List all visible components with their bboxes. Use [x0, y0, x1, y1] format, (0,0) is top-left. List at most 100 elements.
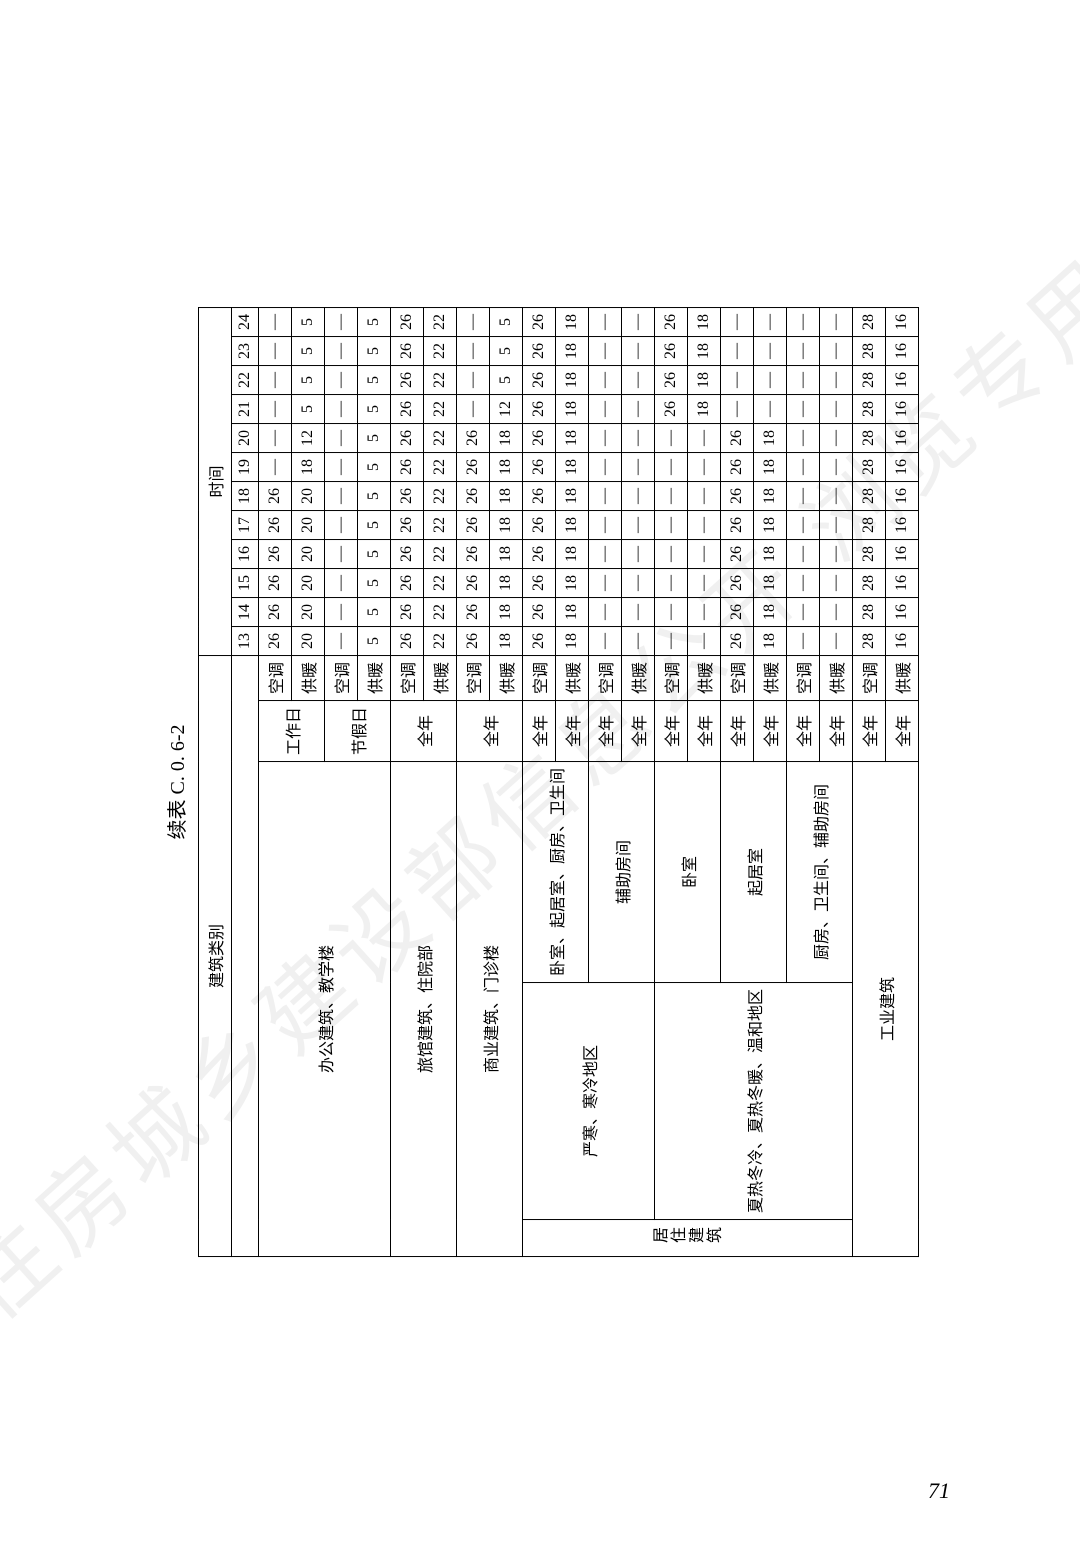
table-row: 居住建筑 严寒、寒冷地区 卧室、起居室、厨房、卫生间 全年 空调 2626262… [523, 307, 556, 1256]
data-cell: — [787, 307, 820, 336]
mode-heat: 供暖 [556, 655, 589, 700]
schedule-allyear: 全年 [391, 700, 457, 761]
data-cell: 5 [358, 539, 391, 568]
data-cell: — [589, 626, 622, 655]
header-row-1: 建筑类别 时间 [199, 307, 232, 1256]
data-cell: 18 [490, 568, 523, 597]
mode-ac: 空调 [391, 655, 424, 700]
data-cell: 5 [490, 336, 523, 365]
data-cell: 26 [523, 394, 556, 423]
data-cell: 5 [490, 365, 523, 394]
data-cell: — [325, 394, 358, 423]
data-cell: 18 [754, 423, 787, 452]
mode-ac: 空调 [523, 655, 556, 700]
data-cell: 5 [292, 365, 325, 394]
data-cell: 26 [523, 597, 556, 626]
data-cell: — [457, 365, 490, 394]
data-cell: 26 [523, 307, 556, 336]
data-cell: 26 [523, 481, 556, 510]
data-cell: 26 [457, 510, 490, 539]
data-cell: — [820, 568, 853, 597]
mode-ac: 空调 [721, 655, 754, 700]
schedule-allyear: 全年 [721, 700, 754, 761]
data-cell: — [655, 539, 688, 568]
data-cell: — [820, 307, 853, 336]
schedule-allyear: 全年 [523, 700, 556, 761]
data-cell: 18 [754, 510, 787, 539]
data-cell: — [259, 423, 292, 452]
data-cell: 28 [853, 539, 886, 568]
data-cell: 26 [391, 510, 424, 539]
data-cell: — [787, 568, 820, 597]
data-cell: — [655, 510, 688, 539]
data-cell: — [622, 423, 655, 452]
schedule-workday: 工作日 [259, 700, 325, 761]
data-cell: 28 [853, 568, 886, 597]
data-cell: — [325, 452, 358, 481]
data-cell: — [787, 539, 820, 568]
data-cell: — [589, 423, 622, 452]
data-cell: — [259, 394, 292, 423]
group-commercial: 商业建筑、门诊楼 [457, 762, 523, 1257]
data-cell: 26 [523, 365, 556, 394]
table-row: 工业建筑 全年 空调 282828282828282828282828 [853, 307, 886, 1256]
hour-col: 14 [232, 597, 259, 626]
data-cell: 18 [556, 452, 589, 481]
data-cell: 5 [292, 307, 325, 336]
data-cell: 26 [391, 568, 424, 597]
header-row-2: 13 14 15 16 17 18 19 20 21 22 23 24 [232, 307, 259, 1256]
data-cell: 18 [490, 423, 523, 452]
schedule-allyear: 全年 [754, 700, 787, 761]
data-cell: 18 [490, 626, 523, 655]
page-number: 71 [928, 1478, 950, 1504]
data-cell: — [259, 452, 292, 481]
data-cell: 26 [523, 510, 556, 539]
data-cell: 26 [457, 539, 490, 568]
hour-col: 20 [232, 423, 259, 452]
mode-ac: 空调 [787, 655, 820, 700]
data-cell: — [754, 365, 787, 394]
data-cell: — [589, 452, 622, 481]
data-cell: 26 [523, 626, 556, 655]
data-cell: 26 [391, 307, 424, 336]
group-cold-region: 严寒、寒冷地区 [523, 983, 655, 1220]
data-cell: 26 [655, 307, 688, 336]
mode-heat: 供暖 [292, 655, 325, 700]
blank-cell [232, 655, 259, 1256]
data-cell: — [787, 394, 820, 423]
mode-heat: 供暖 [754, 655, 787, 700]
data-cell: — [754, 307, 787, 336]
data-cell: 22 [424, 365, 457, 394]
data-cell: — [325, 568, 358, 597]
data-cell: 18 [556, 423, 589, 452]
data-cell: 26 [391, 336, 424, 365]
data-cell: — [622, 481, 655, 510]
mode-heat: 供暖 [886, 655, 919, 700]
data-cell: 22 [424, 336, 457, 365]
group-industrial: 工业建筑 [853, 762, 919, 1257]
table-row: 商业建筑、门诊楼 全年 空调 2626262626262626———— [457, 307, 490, 1256]
data-cell: — [688, 510, 721, 539]
data-cell: 18 [754, 597, 787, 626]
data-cell: — [622, 394, 655, 423]
data-cell: 26 [523, 336, 556, 365]
mode-heat: 供暖 [622, 655, 655, 700]
data-cell: — [787, 510, 820, 539]
hour-col: 23 [232, 336, 259, 365]
schedule-allyear: 全年 [886, 700, 919, 761]
data-cell: 16 [886, 626, 919, 655]
data-cell: 18 [490, 510, 523, 539]
hour-col: 19 [232, 452, 259, 481]
data-cell: 26 [391, 539, 424, 568]
data-cell: — [457, 336, 490, 365]
mode-ac: 空调 [259, 655, 292, 700]
data-cell: 20 [292, 481, 325, 510]
hour-col: 21 [232, 394, 259, 423]
data-cell: 5 [358, 365, 391, 394]
col-time: 时间 [199, 307, 232, 655]
group-residential: 居住建筑 [523, 1220, 853, 1257]
data-cell: 16 [886, 307, 919, 336]
data-cell: 16 [886, 365, 919, 394]
data-cell: — [655, 452, 688, 481]
data-cell: — [820, 539, 853, 568]
